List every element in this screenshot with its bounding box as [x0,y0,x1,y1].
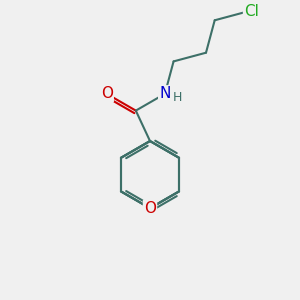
Text: O: O [144,201,156,216]
Text: N: N [159,86,171,101]
Text: Cl: Cl [244,4,259,19]
Text: H: H [172,91,182,104]
Text: O: O [101,86,113,101]
